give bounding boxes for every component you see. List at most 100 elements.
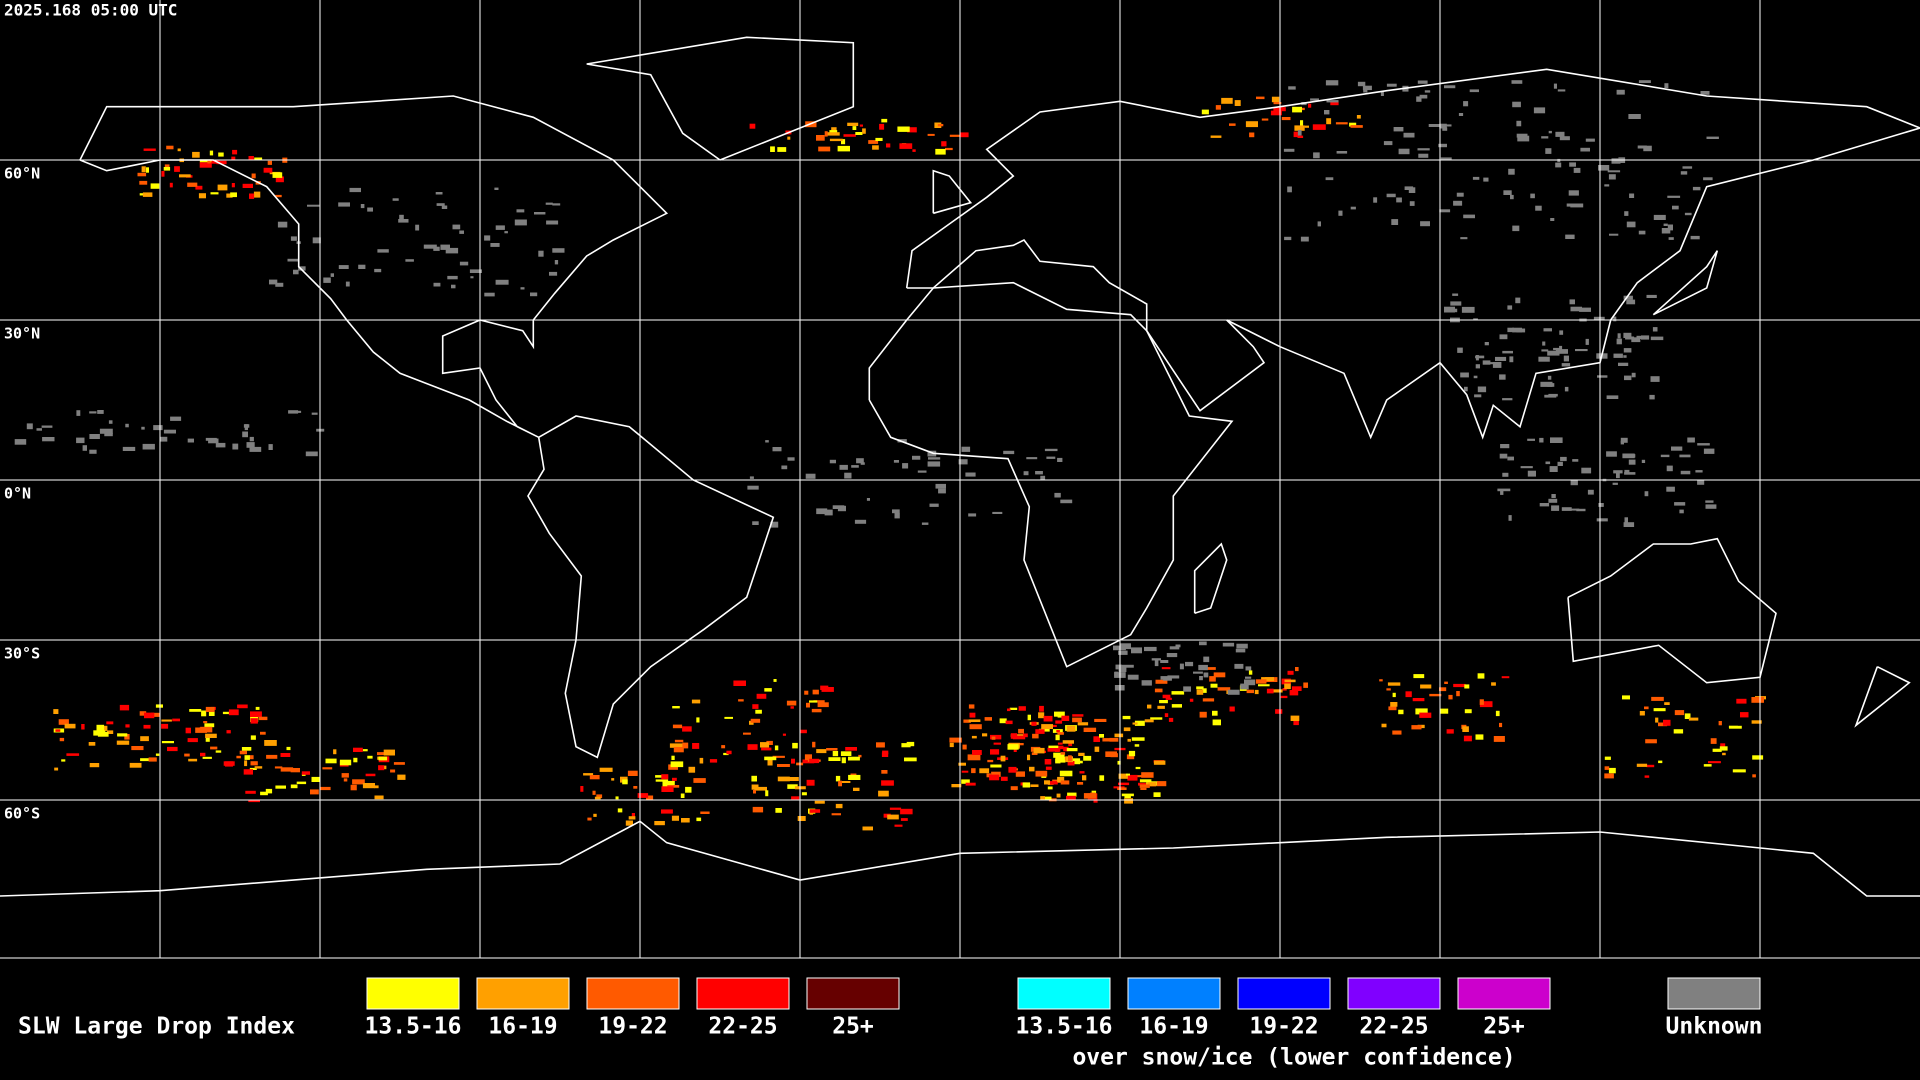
cloud-pixel — [968, 513, 977, 517]
cloud-pixel — [1185, 661, 1194, 667]
cloud-pixel — [826, 132, 840, 136]
cloud-pixel — [1335, 122, 1348, 125]
cloud-pixel — [1210, 683, 1218, 688]
cloud-pixel — [1056, 730, 1060, 733]
cloud-pixel — [816, 749, 827, 754]
cloud-pixel — [1572, 459, 1579, 462]
cloud-pixel — [1326, 118, 1332, 125]
cloud-pixel — [1553, 83, 1557, 89]
cloud-pixel — [1502, 350, 1513, 354]
legend-title: SLW Large Drop Index — [18, 1014, 295, 1040]
cloud-pixel — [1297, 129, 1302, 136]
cloud-pixel — [1598, 503, 1604, 507]
legend-label: 16-19 — [488, 1014, 557, 1040]
cloud-pixel — [1613, 353, 1623, 358]
cloud-pixel — [1507, 305, 1513, 310]
cloud-pixel — [1680, 470, 1691, 475]
cloud-pixel — [1456, 192, 1464, 197]
cloud-pixel — [682, 726, 692, 732]
cloud-pixel — [1593, 316, 1605, 320]
cloud-pixel — [1624, 211, 1629, 216]
cloud-pixel — [1041, 796, 1052, 801]
cloud-pixel — [374, 785, 379, 789]
cloud-pixel — [1156, 781, 1167, 787]
cloud-pixel — [1413, 674, 1425, 679]
cloud-pixel — [1620, 437, 1628, 443]
cloud-pixel — [275, 194, 282, 198]
cloud-pixel — [174, 166, 180, 172]
cloud-pixel — [440, 244, 450, 250]
cloud-pixel — [894, 512, 900, 519]
cloud-pixel — [1010, 786, 1018, 791]
cloud-pixel — [860, 462, 865, 465]
cloud-pixel — [1280, 695, 1288, 699]
cloud-pixel — [367, 755, 373, 759]
cloud-pixel — [972, 750, 982, 755]
cloud-pixel — [1078, 752, 1085, 756]
cloud-pixel — [1000, 776, 1008, 781]
cloud-pixel — [993, 742, 1001, 745]
cloud-pixel — [203, 721, 208, 724]
cloud-pixel — [218, 152, 224, 157]
cloud-pixel — [1620, 440, 1624, 445]
cloud-pixel — [1166, 653, 1178, 658]
cloud-pixel — [929, 503, 939, 507]
cloud-pixel — [1386, 688, 1391, 691]
cloud-pixel — [1541, 349, 1549, 352]
cloud-pixel — [362, 783, 375, 789]
cloud-pixel — [161, 719, 172, 722]
cloud-pixel — [239, 750, 247, 755]
cloud-pixel — [777, 147, 787, 152]
cloud-pixel — [840, 751, 852, 756]
cloud-pixel — [1708, 761, 1721, 764]
cloud-pixel — [1048, 745, 1059, 748]
cloud-pixel — [1196, 689, 1204, 695]
cloud-pixel — [1617, 333, 1621, 339]
cloud-pixel — [383, 749, 395, 756]
cloud-pixel — [1420, 684, 1432, 689]
cloud-pixel — [1005, 720, 1013, 725]
cloud-pixel — [787, 784, 798, 789]
cloud-pixel — [1623, 522, 1635, 527]
cloud-pixel — [139, 711, 147, 716]
cloud-pixel — [1160, 660, 1169, 663]
cloud-pixel — [764, 756, 777, 761]
cloud-pixel — [971, 768, 976, 774]
cloud-pixel — [1542, 341, 1546, 346]
cloud-pixel — [151, 712, 161, 717]
cloud-pixel — [1131, 647, 1142, 654]
cloud-pixel — [358, 264, 366, 269]
cloud-pixel — [549, 271, 558, 276]
latitude-label: 60°S — [4, 805, 40, 823]
cloud-pixel — [1295, 667, 1299, 672]
cloud-pixel — [343, 778, 348, 782]
cloud-pixel — [1147, 782, 1157, 787]
cloud-pixel — [791, 796, 800, 800]
latitude-labels: 60°N 30°N 0°N 30°S 60°S — [4, 165, 40, 823]
cloud-pixel — [1538, 356, 1550, 362]
cloud-pixel — [1381, 723, 1387, 728]
cloud-pixel — [1048, 781, 1058, 785]
cloud-pixel — [1138, 782, 1148, 786]
cloud-pixel — [1350, 125, 1363, 128]
cloud-pixel — [1491, 682, 1496, 686]
cloud-pixel — [244, 424, 248, 431]
cloud-pixel — [1444, 681, 1448, 684]
cloud-pixel — [1639, 711, 1645, 716]
cloud-pixel — [1553, 347, 1562, 351]
cloud-pixel — [1227, 689, 1240, 695]
cloud-pixel — [1083, 727, 1097, 732]
cloud-pixel — [1653, 708, 1666, 712]
cloud-pixel — [249, 755, 254, 760]
cloud-pixel — [1124, 798, 1133, 804]
legend: 13.5-16 16-19 19-22 22-25 25+ 13.5-16 16-19 19-… — [365, 977, 1762, 1071]
cloud-pixel — [484, 235, 491, 241]
cloud-pixel — [26, 423, 33, 430]
cloud-pixel — [1254, 689, 1259, 695]
cloud-pixel — [1419, 94, 1428, 99]
cloud-pixel — [215, 442, 226, 448]
cloud-pixel — [1551, 494, 1556, 498]
cloud-pixel — [1736, 698, 1747, 704]
legend-label: 19-22 — [1249, 1014, 1318, 1040]
